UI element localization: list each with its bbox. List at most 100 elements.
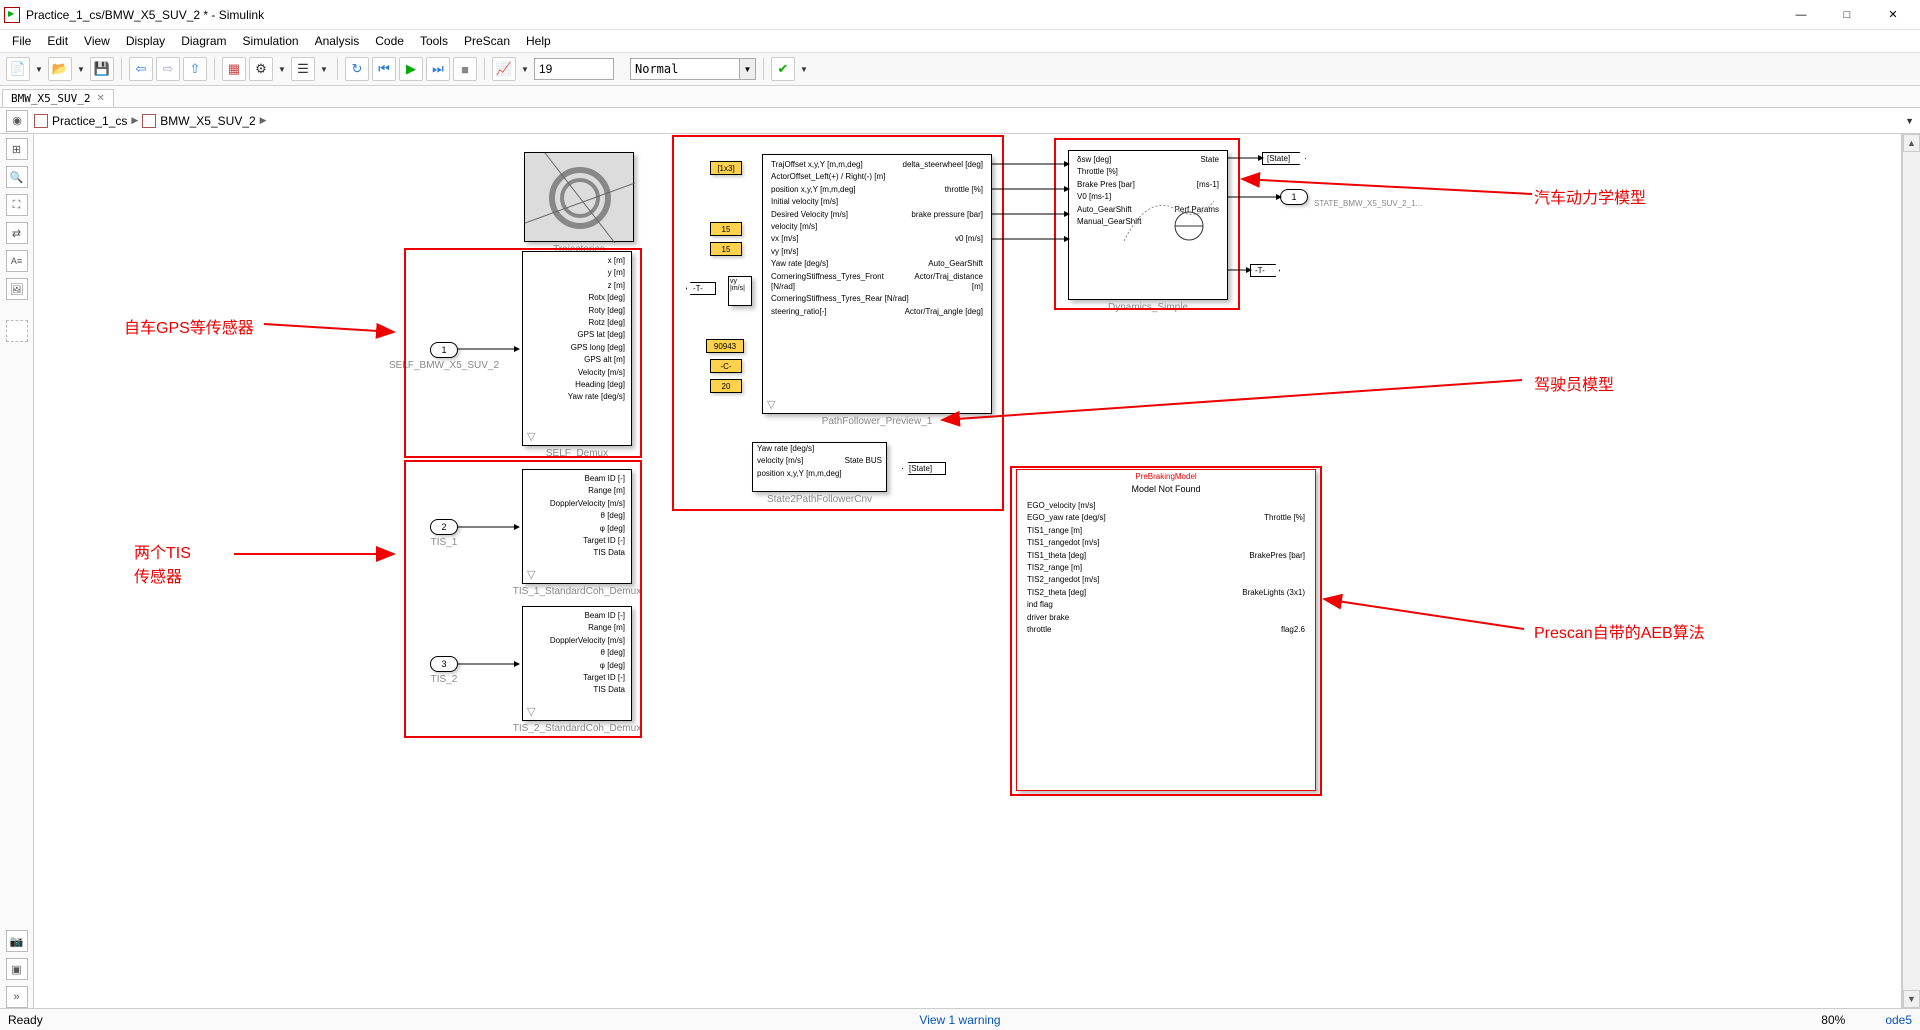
annot-driver: 驾驶员模型	[1534, 371, 1614, 395]
block-state2pf-label: State2PathFollowerCnv	[752, 494, 887, 505]
build-button[interactable]: ✔	[771, 57, 795, 81]
inport-3[interactable]: 3	[430, 656, 458, 672]
crumb-root[interactable]: Practice_1_cs	[34, 114, 127, 128]
step-back-button[interactable]: ⏮	[372, 57, 396, 81]
block-trajectories[interactable]	[524, 152, 634, 242]
screenshot-button[interactable]: 📷	[6, 930, 28, 952]
explorer-dropdown[interactable]: ▼	[318, 57, 330, 81]
app-icon	[4, 7, 20, 23]
explorer-button[interactable]: ☰	[291, 57, 315, 81]
fit-button[interactable]: ⛶	[6, 194, 28, 216]
library-button[interactable]: ▦	[222, 57, 246, 81]
hide-palette-button[interactable]: ⊞	[6, 138, 28, 160]
block-self-demux-label: SELF_Demux	[522, 448, 632, 459]
block-dynamics[interactable]: δsw [deg]StateThrottle [%]Brake Pres [ba…	[1068, 150, 1228, 300]
menu-display[interactable]: Display	[118, 32, 173, 50]
stop-button[interactable]: ■	[453, 57, 477, 81]
title-bar: Practice_1_cs/BMW_X5_SUV_2 * - Simulink …	[0, 0, 1920, 30]
stoptime-input[interactable]	[534, 58, 614, 80]
open-button[interactable]: 📂	[48, 57, 72, 81]
build-dropdown[interactable]: ▼	[798, 57, 810, 81]
zoom-fit-button[interactable]: 🔍	[6, 166, 28, 188]
right-scrollbar[interactable]: ▲ ▼	[1902, 134, 1920, 1008]
block-tis2-demux[interactable]: Beam ID [-]Range [m]DopplerVelocity [m/s…	[522, 606, 632, 721]
scope-dropdown[interactable]: ▼	[519, 57, 531, 81]
config-button[interactable]: ⚙	[249, 57, 273, 81]
annot-aeb: Prescan自带的AEB算法	[1534, 619, 1705, 643]
up-button[interactable]: ⇧	[183, 57, 207, 81]
block-tis1-demux[interactable]: Beam ID [-]Range [m]DopplerVelocity [m/s…	[522, 469, 632, 584]
menu-diagram[interactable]: Diagram	[173, 32, 234, 50]
annotation-button[interactable]: A≡	[6, 250, 28, 272]
new-dropdown[interactable]: ▼	[33, 57, 45, 81]
model-canvas[interactable]: Trajectories 1 SELF_BMW_X5_SUV_2 x [m]y …	[34, 134, 1902, 1008]
block-self-demux[interactable]: x [m]y [m]z [m]Rotx [deg]Roty [deg]Rotz …	[522, 251, 632, 446]
tab-label: BMW_X5_SUV_2	[11, 92, 90, 105]
scope-button[interactable]: 📈	[492, 57, 516, 81]
step-forward-button[interactable]: ⏭	[426, 57, 450, 81]
status-solver[interactable]: ode5	[1885, 1013, 1912, 1027]
inport-1[interactable]: 1	[430, 342, 458, 358]
outport-1[interactable]: 1	[1280, 189, 1308, 205]
menu-file[interactable]: File	[4, 32, 39, 50]
tab-close-icon[interactable]: ✕	[96, 93, 104, 104]
sim-mode-dropdown[interactable]: ▼	[740, 58, 756, 80]
const-15a[interactable]: 15	[710, 222, 742, 236]
inport-2-label: TIS_1	[422, 537, 466, 548]
block-pathfollower[interactable]: TrajOffset x,y,Y [m,m,deg]delta_steerwhe…	[762, 154, 992, 414]
new-button[interactable]: 📄	[6, 57, 30, 81]
sim-mode-select[interactable]	[630, 58, 740, 80]
menu-simulation[interactable]: Simulation	[235, 32, 307, 50]
inport-2[interactable]: 2	[430, 519, 458, 535]
save-button[interactable]: 💾	[90, 57, 114, 81]
const-20[interactable]: 20	[710, 379, 742, 393]
crumb-current[interactable]: BMW_X5_SUV_2	[142, 114, 255, 128]
config-dropdown[interactable]: ▼	[276, 57, 288, 81]
nav-history-button[interactable]: ◉	[6, 110, 28, 132]
block-dynamics-label: Dynamics_Simple	[1068, 302, 1228, 313]
maximize-button[interactable]: □	[1824, 0, 1870, 30]
menu-help[interactable]: Help	[518, 32, 559, 50]
breadcrumb-menu-button[interactable]: ▼	[1905, 116, 1914, 126]
more-button[interactable]: »	[6, 986, 28, 1008]
goto-t[interactable]: -T-	[1250, 264, 1280, 277]
scroll-down-icon[interactable]: ▼	[1903, 990, 1920, 1008]
menu-bar: File Edit View Display Diagram Simulatio…	[0, 30, 1920, 52]
left-palette: ⊞ 🔍 ⛶ ⇄ A≡ 🖼 📷 ▣ »	[0, 134, 34, 1008]
run-button[interactable]: ▶	[399, 57, 423, 81]
status-warning-link[interactable]: View 1 warning	[643, 1013, 1278, 1027]
menu-analysis[interactable]: Analysis	[307, 32, 368, 50]
menu-code[interactable]: Code	[367, 32, 412, 50]
const-1x3[interactable]: [1x3]	[710, 161, 742, 175]
ref-title: PreBrakingModel	[1017, 472, 1315, 481]
tab-model[interactable]: BMW_X5_SUV_2 ✕	[2, 89, 114, 107]
block-state2pf[interactable]: Yaw rate [deg/s] velocity [m/s]State BUS…	[752, 442, 887, 492]
scroll-up-icon[interactable]: ▲	[1903, 134, 1920, 152]
status-bar: Ready View 1 warning 80% ode5	[0, 1008, 1920, 1030]
area-button[interactable]	[6, 320, 28, 342]
from-t[interactable]: -T-	[686, 282, 716, 295]
minimize-button[interactable]: —	[1778, 0, 1824, 30]
image-button[interactable]: 🖼	[6, 278, 28, 300]
menu-view[interactable]: View	[76, 32, 118, 50]
menu-edit[interactable]: Edit	[39, 32, 76, 50]
menu-prescan[interactable]: PreScan	[456, 32, 518, 50]
block-prebraking[interactable]: PreBrakingModel Model Not Found EGO_velo…	[1016, 469, 1316, 791]
const-c[interactable]: -C-	[710, 359, 742, 373]
arrange-button[interactable]: ⇄	[6, 222, 28, 244]
from-state[interactable]: [State]	[902, 462, 946, 475]
model-icon	[34, 114, 48, 128]
const-15b[interactable]: 15	[710, 242, 742, 256]
ref-notfound: Model Not Found	[1017, 484, 1315, 494]
forward-button[interactable]: ⇨	[156, 57, 180, 81]
status-zoom: 80%	[1821, 1013, 1845, 1027]
const-90943[interactable]: 90943	[706, 339, 744, 353]
open-dropdown[interactable]: ▼	[75, 57, 87, 81]
fast-restart-button[interactable]: ↻	[345, 57, 369, 81]
block-submux[interactable]: vy|m/s|	[728, 276, 752, 306]
goto-state[interactable]: [State]	[1262, 152, 1306, 165]
back-button[interactable]: ⇦	[129, 57, 153, 81]
menu-tools[interactable]: Tools	[412, 32, 456, 50]
close-button[interactable]: ✕	[1870, 0, 1916, 30]
record-button[interactable]: ▣	[6, 958, 28, 980]
